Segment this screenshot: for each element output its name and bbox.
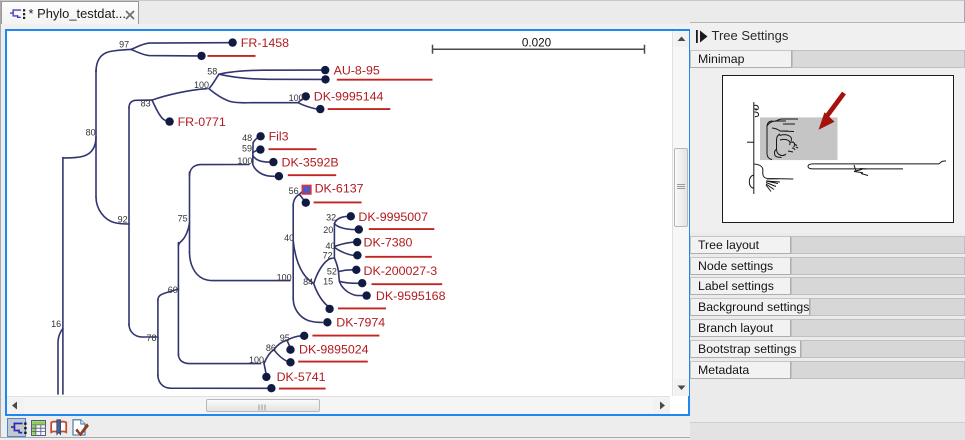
svg-text:DK-6137: DK-6137	[315, 182, 364, 196]
svg-text:86: 86	[266, 343, 276, 353]
svg-text:DK-9995144: DK-9995144	[314, 90, 384, 104]
svg-text:92: 92	[118, 214, 128, 224]
svg-text:DK-3592B: DK-3592B	[282, 156, 339, 170]
svg-text:97: 97	[119, 40, 129, 50]
svg-text:DK-200027-3: DK-200027-3	[364, 264, 438, 278]
svg-text:59: 59	[242, 143, 252, 153]
svg-text:AU-8-95: AU-8-95	[334, 63, 380, 77]
svg-text:FR-0771: FR-0771	[178, 115, 226, 129]
svg-text:32: 32	[326, 213, 336, 223]
svg-text:15: 15	[323, 277, 333, 287]
svg-text:75: 75	[178, 214, 188, 224]
svg-text:48: 48	[242, 133, 252, 143]
svg-text:0.020: 0.020	[522, 37, 552, 50]
svg-text:72: 72	[323, 251, 333, 261]
svg-text:78: 78	[146, 333, 156, 343]
svg-text:DK-9895024: DK-9895024	[299, 342, 369, 356]
svg-text:100: 100	[249, 355, 264, 365]
svg-text:100: 100	[289, 93, 304, 103]
svg-text:DK-5741: DK-5741	[277, 370, 326, 384]
svg-text:DK-7974: DK-7974	[336, 316, 385, 330]
svg-text:80: 80	[86, 127, 96, 137]
svg-text:84: 84	[303, 277, 313, 287]
svg-text:83: 83	[141, 98, 151, 108]
svg-text:58: 58	[207, 67, 217, 77]
svg-text:100: 100	[194, 80, 209, 90]
svg-text:Fil3: Fil3	[269, 130, 289, 144]
svg-text:40: 40	[325, 241, 335, 251]
svg-text:100: 100	[277, 272, 292, 282]
svg-text:FR-1458: FR-1458	[241, 36, 289, 50]
svg-text:DK-9995007: DK-9995007	[358, 210, 428, 224]
svg-text:40: 40	[284, 233, 294, 243]
svg-text:95: 95	[280, 333, 290, 343]
svg-text:52: 52	[327, 267, 337, 277]
svg-text:DK-7380: DK-7380	[364, 235, 413, 249]
svg-text:60: 60	[168, 285, 178, 295]
svg-text:20: 20	[323, 225, 333, 235]
svg-text:56: 56	[289, 186, 299, 196]
svg-text:DK-9595168: DK-9595168	[376, 289, 446, 303]
svg-text:100: 100	[237, 156, 252, 166]
svg-text:16: 16	[51, 319, 61, 329]
